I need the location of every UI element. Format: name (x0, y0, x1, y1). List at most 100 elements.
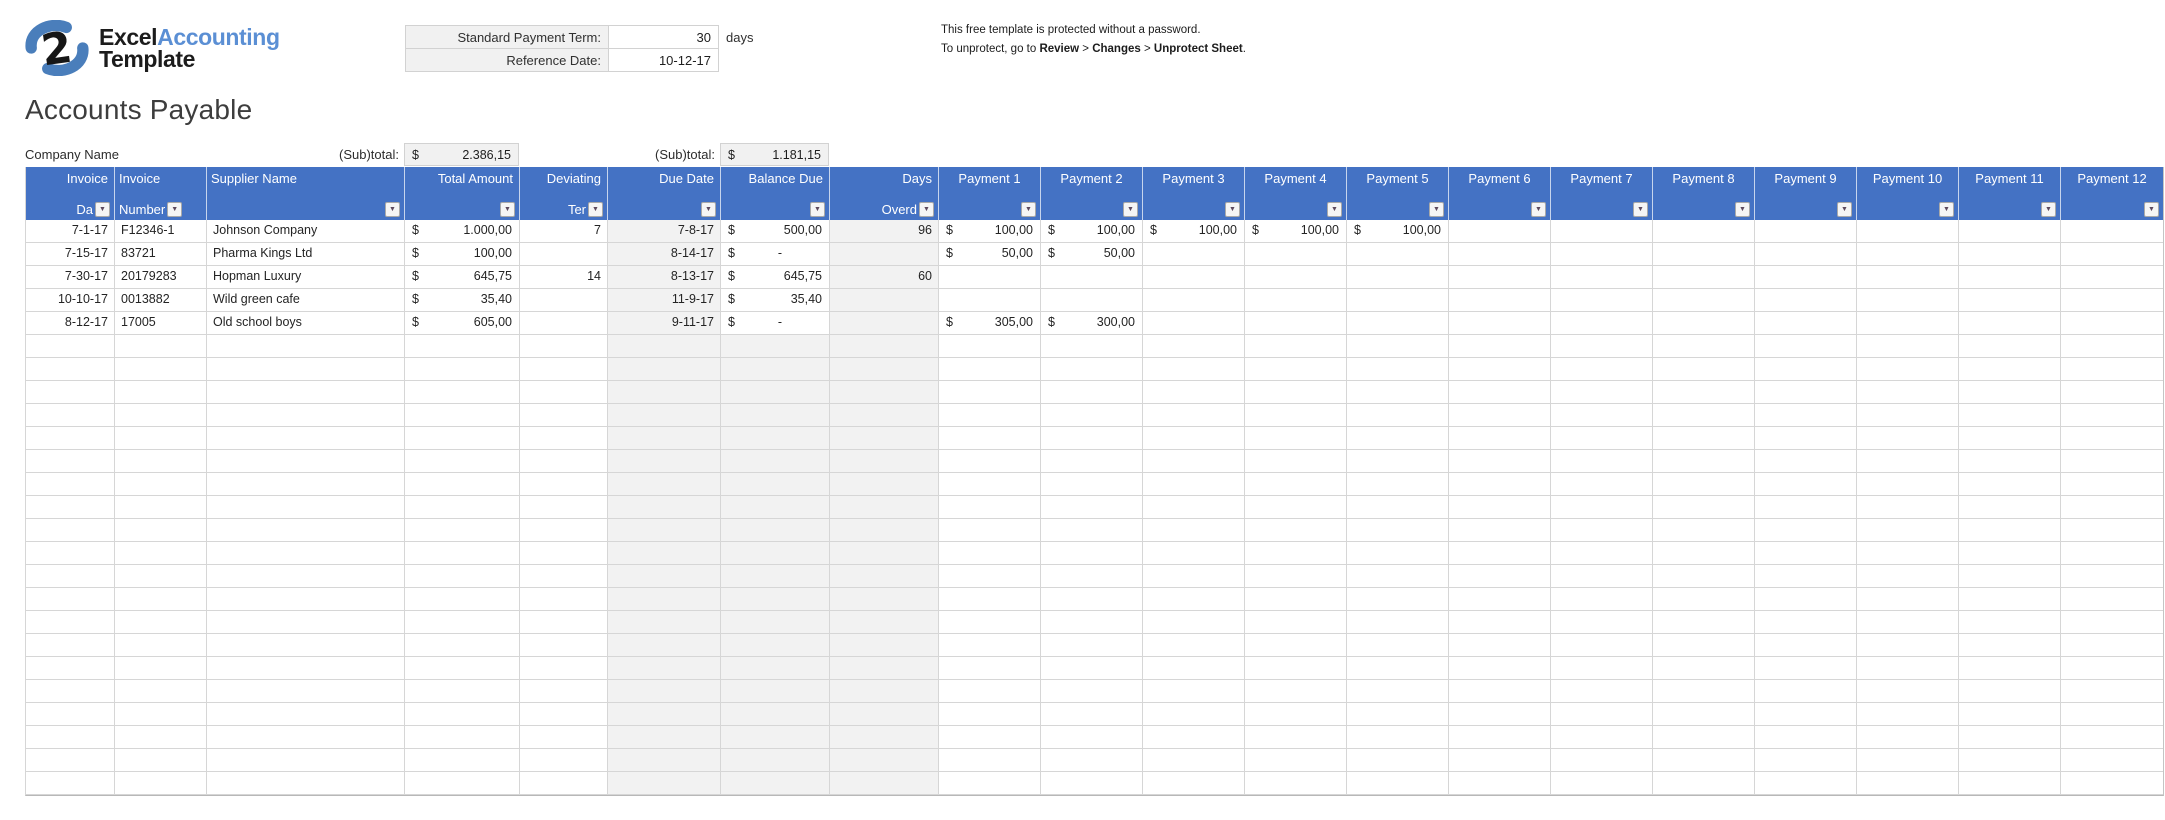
cell-payment_3[interactable] (1143, 749, 1245, 771)
cell-deviating_term[interactable] (520, 565, 608, 587)
cell-payment_4[interactable] (1245, 381, 1347, 403)
cell-payment_7[interactable] (1551, 657, 1653, 679)
cell-payment_11[interactable] (1959, 657, 2061, 679)
cell-deviating_term[interactable] (520, 772, 608, 794)
cell-payment_4[interactable] (1245, 772, 1347, 794)
cell-payment_6[interactable] (1449, 312, 1551, 334)
cell-invoice_date[interactable] (26, 703, 115, 725)
filter-button-payment_5[interactable]: ▼ (1429, 202, 1444, 217)
cell-invoice_date[interactable] (26, 680, 115, 702)
cell-due_date[interactable]: 8-13-17 (608, 266, 721, 288)
cell-payment_12[interactable] (2061, 519, 2163, 541)
cell-payment_9[interactable] (1755, 243, 1857, 265)
cell-payment_1[interactable] (939, 450, 1041, 472)
cell-payment_12[interactable] (2061, 726, 2163, 748)
cell-payment_3[interactable] (1143, 243, 1245, 265)
cell-payment_8[interactable] (1653, 772, 1755, 794)
column-header-invoice_number[interactable]: Invoice Number ▼ (115, 167, 207, 220)
cell-payment_4[interactable] (1245, 266, 1347, 288)
cell-payment_4[interactable] (1245, 703, 1347, 725)
cell-payment_4[interactable] (1245, 565, 1347, 587)
cell-payment_4[interactable] (1245, 289, 1347, 311)
cell-payment_10[interactable] (1857, 358, 1959, 380)
cell-days_overdue[interactable] (830, 427, 939, 449)
cell-balance_due[interactable] (721, 542, 830, 564)
cell-payment_12[interactable] (2061, 473, 2163, 495)
cell-deviating_term[interactable] (520, 703, 608, 725)
cell-payment_10[interactable] (1857, 657, 1959, 679)
cell-payment_5[interactable] (1347, 749, 1449, 771)
cell-payment_4[interactable] (1245, 657, 1347, 679)
cell-payment_12[interactable] (2061, 496, 2163, 518)
cell-balance_due[interactable]: $ - (721, 312, 830, 334)
cell-supplier_name[interactable]: Old school boys (207, 312, 405, 334)
cell-payment_1[interactable] (939, 427, 1041, 449)
cell-payment_10[interactable] (1857, 680, 1959, 702)
cell-payment_1[interactable] (939, 335, 1041, 357)
company-name[interactable]: Company Name (25, 147, 119, 162)
cell-due_date[interactable] (608, 404, 721, 426)
cell-payment_7[interactable] (1551, 634, 1653, 656)
cell-payment_1[interactable] (939, 565, 1041, 587)
cell-payment_12[interactable] (2061, 243, 2163, 265)
cell-payment_10[interactable] (1857, 220, 1959, 242)
cell-payment_7[interactable] (1551, 565, 1653, 587)
cell-payment_4[interactable] (1245, 358, 1347, 380)
cell-payment_8[interactable] (1653, 703, 1755, 725)
cell-deviating_term[interactable] (520, 680, 608, 702)
cell-payment_2[interactable] (1041, 703, 1143, 725)
cell-payment_5[interactable] (1347, 496, 1449, 518)
column-header-payment_6[interactable]: Payment 6 ▼ (1449, 167, 1551, 220)
cell-payment_5[interactable] (1347, 703, 1449, 725)
cell-payment_2[interactable] (1041, 358, 1143, 380)
cell-total_amount[interactable] (405, 496, 520, 518)
cell-payment_12[interactable] (2061, 749, 2163, 771)
cell-supplier_name[interactable] (207, 519, 405, 541)
cell-payment_10[interactable] (1857, 312, 1959, 334)
cell-payment_2[interactable] (1041, 657, 1143, 679)
cell-total_amount[interactable] (405, 703, 520, 725)
cell-payment_7[interactable] (1551, 542, 1653, 564)
cell-days_overdue[interactable] (830, 588, 939, 610)
filter-button-payment_9[interactable]: ▼ (1837, 202, 1852, 217)
filter-button-deviating_term[interactable]: ▼ (588, 202, 603, 217)
cell-due_date[interactable] (608, 565, 721, 587)
cell-payment_6[interactable] (1449, 680, 1551, 702)
cell-payment_2[interactable] (1041, 634, 1143, 656)
cell-total_amount[interactable] (405, 611, 520, 633)
cell-payment_5[interactable] (1347, 289, 1449, 311)
cell-payment_9[interactable] (1755, 657, 1857, 679)
cell-payment_11[interactable] (1959, 749, 2061, 771)
cell-payment_4[interactable] (1245, 542, 1347, 564)
cell-days_overdue[interactable]: 60 (830, 266, 939, 288)
cell-payment_9[interactable] (1755, 611, 1857, 633)
column-header-payment_1[interactable]: Payment 1 ▼ (939, 167, 1041, 220)
cell-days_overdue[interactable] (830, 726, 939, 748)
cell-payment_3[interactable] (1143, 427, 1245, 449)
cell-days_overdue[interactable] (830, 772, 939, 794)
cell-due_date[interactable] (608, 519, 721, 541)
cell-payment_6[interactable] (1449, 519, 1551, 541)
cell-payment_9[interactable] (1755, 335, 1857, 357)
cell-invoice_number[interactable] (115, 703, 207, 725)
filter-button-payment_6[interactable]: ▼ (1531, 202, 1546, 217)
cell-payment_1[interactable] (939, 496, 1041, 518)
cell-balance_due[interactable] (721, 335, 830, 357)
cell-supplier_name[interactable] (207, 450, 405, 472)
cell-total_amount[interactable]: $35,40 (405, 289, 520, 311)
cell-days_overdue[interactable] (830, 680, 939, 702)
cell-total_amount[interactable] (405, 772, 520, 794)
cell-balance_due[interactable] (721, 450, 830, 472)
cell-supplier_name[interactable] (207, 749, 405, 771)
cell-payment_3[interactable] (1143, 542, 1245, 564)
cell-payment_10[interactable] (1857, 519, 1959, 541)
cell-payment_8[interactable] (1653, 289, 1755, 311)
cell-payment_12[interactable] (2061, 565, 2163, 587)
cell-balance_due[interactable]: $500,00 (721, 220, 830, 242)
cell-payment_7[interactable] (1551, 358, 1653, 380)
cell-payment_6[interactable] (1449, 749, 1551, 771)
cell-payment_1[interactable]: $50,00 (939, 243, 1041, 265)
cell-payment_5[interactable] (1347, 404, 1449, 426)
cell-days_overdue[interactable] (830, 634, 939, 656)
cell-balance_due[interactable] (721, 611, 830, 633)
